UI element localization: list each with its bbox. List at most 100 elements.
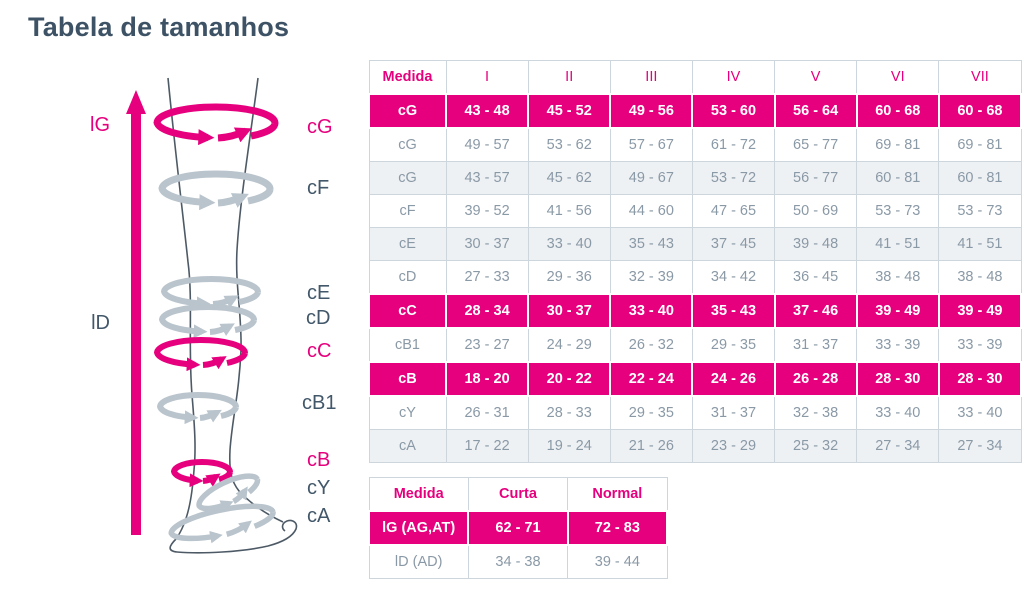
size-range-cell: 27 - 34 — [856, 429, 940, 463]
measure-label: cG — [368, 161, 447, 195]
table-row: lG (AG,AT) 62 - 71 72 - 83 — [367, 510, 669, 546]
size-range-cell: 53 - 73 — [856, 194, 940, 228]
size-range-cell: 27 - 33 — [445, 260, 529, 295]
size-column-header: Normal — [567, 477, 668, 512]
band-cD — [159, 304, 257, 339]
header-row: Medida I II III IV V VI VII — [368, 60, 1022, 95]
label-lG: lG — [90, 114, 110, 136]
size-range-cell: 49 - 67 — [609, 161, 693, 195]
size-range-cell: 45 - 62 — [527, 161, 611, 195]
size-range-cell: 39 - 49 — [855, 293, 940, 329]
size-range-cell: 53 - 72 — [691, 161, 776, 195]
size-range-cell: 41 - 51 — [856, 227, 940, 261]
size-range-cell: 23 - 29 — [691, 429, 776, 463]
table-row: cB1 23 - 27 24 - 29 26 - 32 29 - 35 31 - 37 33… — [368, 327, 1022, 363]
size-range-cell: 62 - 71 — [467, 510, 569, 546]
header-row: Medida Curta Normal — [368, 477, 668, 512]
table-row: cC 28 - 34 30 - 37 33 - 40 35 - 43 37 - 46 39 … — [368, 293, 1023, 329]
size-range-cell: 60 - 81 — [856, 161, 940, 195]
size-range-cell: 26 - 28 — [773, 361, 858, 397]
measure-label: cG — [368, 127, 447, 162]
size-range-cell: 33 - 40 — [938, 395, 1022, 430]
size-range-cell: 17 - 22 — [445, 429, 529, 463]
size-range-cell: 33 - 40 — [856, 395, 940, 430]
size-range-cell: 24 - 26 — [691, 361, 776, 397]
size-column-header: IV — [691, 60, 776, 95]
size-range-cell: 35 - 43 — [609, 227, 693, 261]
size-range-cell: 56 - 64 — [773, 93, 858, 129]
size-column-header: VII — [938, 60, 1022, 95]
size-range-cell: 69 - 81 — [938, 127, 1022, 162]
size-range-cell: 26 - 32 — [609, 327, 693, 363]
band-cE — [161, 276, 261, 311]
table-row: cG 43 - 48 45 - 52 49 - 56 53 - 60 56 - 64 60 … — [368, 93, 1023, 129]
size-range-cell: 53 - 73 — [938, 194, 1022, 228]
table-row: cY 26 - 31 28 - 33 29 - 35 31 - 37 32 - 38 33 … — [368, 395, 1022, 430]
length-size-table: Medida Curta Normal lG (AG,AT) 62 - 71 72 - 8… — [367, 477, 669, 579]
size-range-cell: 50 - 69 — [774, 194, 858, 228]
size-range-cell: 65 - 77 — [774, 127, 858, 162]
size-range-cell: 60 - 68 — [855, 93, 940, 129]
label-cC: cC — [307, 340, 332, 362]
size-range-cell: 34 - 42 — [691, 260, 776, 295]
page-title: Tabela de tamanhos — [28, 12, 290, 42]
measure-label: cF — [368, 194, 447, 228]
size-range-cell: 31 - 37 — [774, 327, 858, 363]
measure-label: lG (AG,AT) — [367, 510, 470, 546]
size-range-cell: 20 - 22 — [527, 361, 612, 397]
size-range-cell: 38 - 48 — [856, 260, 940, 295]
size-range-cell: 57 - 67 — [609, 127, 693, 162]
size-range-cell: 38 - 48 — [938, 260, 1022, 295]
table-row: cA 17 - 22 19 - 24 21 - 26 23 - 29 25 - 32 27 … — [368, 429, 1022, 463]
length-arrow — [126, 90, 146, 535]
size-range-cell: 30 - 37 — [445, 227, 529, 261]
size-range-cell: 30 - 37 — [527, 293, 612, 329]
table-row: cF 39 - 52 41 - 56 44 - 60 47 - 65 50 - 69 53 … — [368, 194, 1022, 228]
size-range-cell: 28 - 30 — [937, 361, 1023, 397]
table-row: cD 27 - 33 29 - 36 32 - 39 34 - 42 36 - 45 38 … — [368, 260, 1022, 295]
size-range-cell: 28 - 33 — [527, 395, 611, 430]
label-cA: cA — [307, 505, 331, 527]
measure-label: cY — [368, 395, 447, 430]
size-column-header: I — [445, 60, 529, 95]
label-cB: cB — [307, 449, 331, 471]
size-range-cell: 31 - 37 — [691, 395, 776, 430]
size-range-cell: 41 - 56 — [527, 194, 611, 228]
size-range-cell: 19 - 24 — [527, 429, 611, 463]
circumference-size-table: Medida I II III IV V VI VII cG 43 - 48 45 - 52 49 -… — [368, 60, 1023, 463]
size-range-cell: 22 - 24 — [609, 361, 694, 397]
measure-column-header: Medida — [368, 60, 447, 95]
leg-measurement-diagram: lG lD cG cF cE cD cC cB1 cB cY cA — [0, 0, 368, 601]
size-range-cell: 33 - 40 — [527, 227, 611, 261]
size-range-cell: 60 - 81 — [938, 161, 1022, 195]
size-column-header: II — [527, 60, 611, 95]
size-range-cell: 39 - 44 — [567, 544, 668, 579]
size-range-cell: 60 - 68 — [937, 93, 1023, 129]
band-cB1 — [157, 392, 239, 425]
size-range-cell: 41 - 51 — [938, 227, 1022, 261]
size-range-cell: 56 - 77 — [774, 161, 858, 195]
size-range-cell: 32 - 39 — [609, 260, 693, 295]
band-cA — [168, 503, 276, 544]
size-range-cell: 29 - 36 — [527, 260, 611, 295]
size-range-cell: 43 - 48 — [444, 93, 530, 129]
size-range-cell: 49 - 57 — [445, 127, 529, 162]
size-range-cell: 45 - 52 — [527, 93, 612, 129]
size-range-cell: 35 - 43 — [691, 293, 776, 329]
size-range-cell: 61 - 72 — [691, 127, 776, 162]
label-cE: cE — [307, 282, 331, 304]
measure-column-header: Medida — [368, 477, 469, 512]
size-range-cell: 69 - 81 — [856, 127, 940, 162]
size-range-cell: 39 - 49 — [937, 293, 1023, 329]
measure-label: cB — [368, 361, 447, 397]
size-range-cell: 37 - 45 — [691, 227, 776, 261]
label-cD: cD — [306, 307, 331, 329]
table-row: lD (AD) 34 - 38 39 - 44 — [368, 544, 668, 579]
measure-label: cG — [368, 93, 447, 129]
leg-diagram-graphic — [126, 77, 298, 554]
measure-label: cD — [368, 260, 447, 295]
size-range-cell: 26 - 31 — [445, 395, 529, 430]
size-range-cell: 34 - 38 — [467, 544, 569, 579]
label-cB1: cB1 — [302, 392, 337, 414]
size-range-cell: 33 - 39 — [938, 327, 1022, 363]
